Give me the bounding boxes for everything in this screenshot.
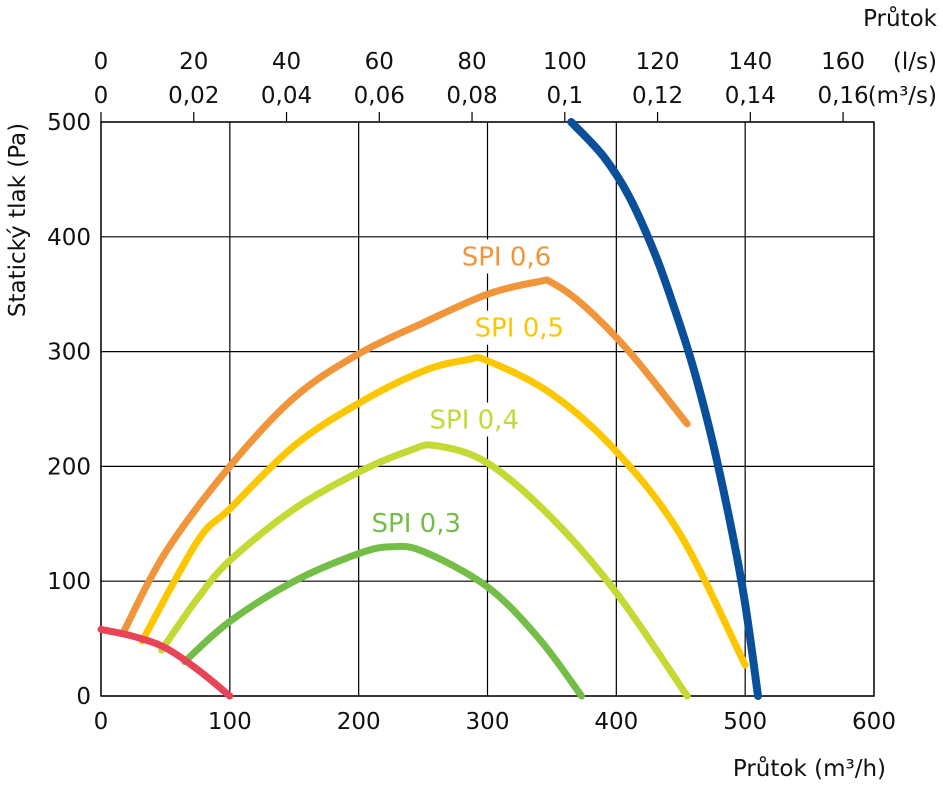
series-label-05: SPI 0,5 <box>475 314 564 344</box>
top-axis-m3s-label: 0,1 <box>547 83 584 109</box>
top-axis-m3s-label: 0,06 <box>354 83 405 109</box>
series-label-bg <box>468 310 571 345</box>
top-axis-m3s-label: 0,12 <box>632 83 683 109</box>
grid-layer <box>100 112 875 697</box>
y-axis-title: Statický tlak (Pa) <box>5 123 31 317</box>
top-axis-ls-label: 40 <box>272 49 301 75</box>
top-axis-ls-label: 120 <box>636 49 680 75</box>
top-axis-m3s-label: 0,16 <box>817 83 868 109</box>
x-tick-label: 600 <box>852 709 896 735</box>
top-axis-ls-label: 100 <box>543 49 587 75</box>
top-axis-m3s-label: 0,08 <box>446 83 497 109</box>
fan-max-curve <box>567 118 762 700</box>
fan-low-limit-curve <box>97 625 234 700</box>
top-axis-ls-label: 20 <box>179 49 208 75</box>
y-tick-label: 300 <box>47 340 91 366</box>
top-axis-ls-label: 0 <box>94 49 109 75</box>
x-tick-label: 200 <box>337 709 381 735</box>
series-label-bg <box>423 402 525 437</box>
x-axis-title-top: Průtok <box>863 5 938 32</box>
x-tick-label: 300 <box>466 709 510 735</box>
y-tick-label: 100 <box>47 569 91 595</box>
text-layer: Průtok Průtok (m³/h) Statický tlak (Pa) … <box>5 5 938 782</box>
x-tick-label: 500 <box>723 709 767 735</box>
top-axis-unit-ls: (l/s) <box>893 49 937 75</box>
top-axis-m3s-label: 0,14 <box>725 83 776 109</box>
spi-03-curve <box>181 542 585 700</box>
plot-frame <box>100 121 875 697</box>
spi-06-curve <box>120 276 691 635</box>
series-label-bg <box>365 505 468 540</box>
series-label-06: SPI 0,6 <box>462 243 551 273</box>
x-tick-label: 100 <box>208 709 252 735</box>
y-tick-label: 200 <box>47 454 91 480</box>
top-axis-ls-label: 160 <box>821 49 865 75</box>
x-tick-label: 0 <box>94 709 109 735</box>
x-tick-label: 400 <box>594 709 638 735</box>
top-axis-m3s-label: 0 <box>94 83 109 109</box>
series-label-03: SPI 0,3 <box>372 509 461 539</box>
top-axis-unit-m3s: (m³/s) <box>868 83 937 109</box>
top-axis-ls-label: 80 <box>457 49 486 75</box>
spi-04-curve <box>158 441 691 700</box>
y-tick-label: 500 <box>47 110 91 136</box>
series-label-bg <box>455 239 558 274</box>
y-tick-label: 0 <box>76 684 91 710</box>
spi-05-curve <box>138 353 749 669</box>
curve-layer <box>97 118 762 700</box>
x-axis-title-bottom: Průtok (m³/h) <box>733 755 886 782</box>
y-tick-label: 400 <box>47 225 91 251</box>
top-axis-m3s-label: 0,02 <box>168 83 219 109</box>
top-axis-ls-label: 140 <box>728 49 772 75</box>
top-axis-ls-label: 60 <box>365 49 394 75</box>
top-axis-m3s-label: 0,04 <box>261 83 312 109</box>
series-label-04: SPI 0,4 <box>430 406 519 436</box>
